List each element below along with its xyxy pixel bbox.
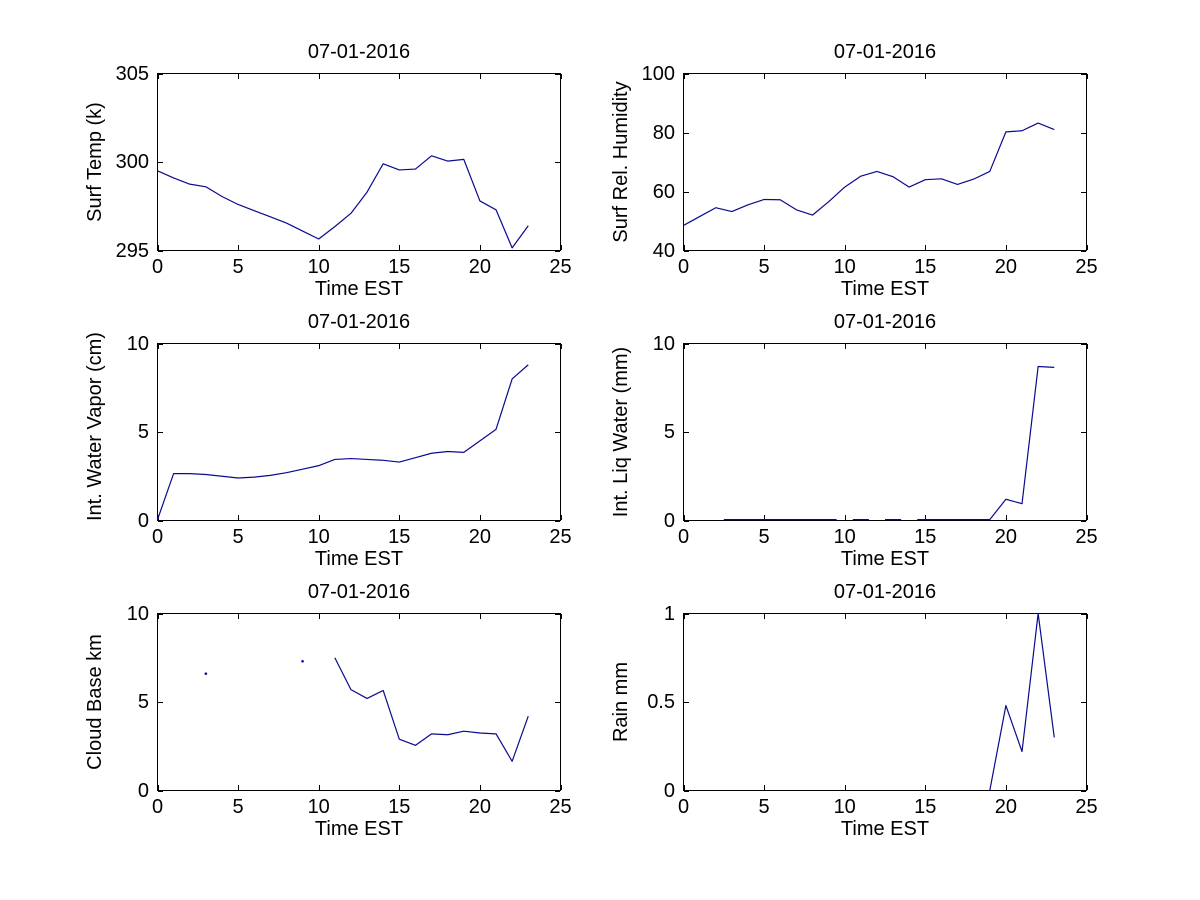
y-tick-label: 305 — [115, 62, 149, 85]
x-tick-label: 5 — [232, 526, 244, 548]
subplot-cloud-base: 07-01-2016 Cloud Base km Time EST 0 5 10 15… — [84, 581, 572, 840]
x-tick-label: 0 — [151, 526, 164, 548]
x-axis-label: Time EST — [840, 278, 930, 300]
x-tick-label: 0 — [677, 526, 690, 548]
x-tick-label: 15 — [388, 256, 411, 278]
y-tick-label: 0.5 — [647, 691, 675, 713]
y-tick-label: 60 — [652, 180, 675, 203]
y-tick-label: 10 — [652, 332, 675, 355]
x-tick-label: 25 — [549, 796, 572, 818]
x-tick-label: 20 — [468, 796, 492, 818]
x-tick-label: 5 — [758, 256, 770, 278]
plot-area — [683, 343, 1088, 522]
x-tick-label: 10 — [833, 256, 856, 278]
plot-title: 07-01-2016 — [833, 311, 937, 333]
x-tick-label: 0 — [677, 796, 690, 818]
x-tick-label: 5 — [232, 256, 244, 278]
axes-box — [157, 73, 561, 251]
x-tick-label: 15 — [914, 256, 937, 278]
axes-box — [683, 343, 1087, 521]
y-axis-label: Surf Rel. Humidity — [610, 81, 632, 243]
y-tick-label: 300 — [115, 151, 149, 173]
x-tick-label: 15 — [914, 796, 937, 818]
plot-title: 07-01-2016 — [833, 581, 937, 603]
x-tick-label: 25 — [1075, 256, 1098, 278]
data-line — [989, 612, 1055, 791]
data-point — [301, 659, 304, 663]
x-tick-label: 20 — [468, 526, 492, 548]
y-tick-label: 80 — [652, 121, 675, 144]
data-line — [917, 365, 1055, 521]
x-axis-label: Time EST — [314, 548, 404, 570]
subplot-int-liq-water: 07-01-2016 Int. Liq Water (mm) Time EST … — [610, 311, 1098, 570]
plot-title: 07-01-2016 — [833, 41, 937, 63]
y-tick-label: 5 — [137, 691, 149, 713]
subplot-surf-rel-humidity: 07-01-2016 Surf Rel. Humidity Time EST 0… — [610, 41, 1098, 300]
x-axis-label: Time EST — [840, 548, 930, 570]
plot-area — [157, 613, 562, 792]
data-line — [156, 364, 529, 520]
plot-title: 07-01-2016 — [307, 41, 411, 63]
y-tick-label: 295 — [115, 239, 149, 262]
subplot-rain: 07-01-2016 Rain mm Time EST 0 5 10 15 20 25 0 0… — [610, 581, 1098, 840]
x-tick-label: 10 — [307, 526, 330, 548]
y-tick-label: 5 — [663, 421, 675, 443]
y-tick-label: 40 — [652, 239, 675, 262]
x-tick-label: 5 — [758, 526, 770, 548]
x-tick-label: 10 — [307, 796, 330, 818]
plot-area — [157, 73, 562, 252]
y-tick-label: 10 — [126, 332, 149, 355]
axes-box — [157, 343, 561, 521]
x-tick-label: 0 — [151, 796, 164, 818]
x-tick-label: 20 — [468, 256, 492, 278]
axes-box — [157, 613, 561, 791]
x-tick-label: 10 — [833, 526, 856, 548]
plot-title: 07-01-2016 — [307, 311, 411, 333]
subplot-surf-temp: 07-01-2016 Surf Temp (k) Time EST 0 5 10 15… — [84, 41, 572, 300]
x-tick-label: 15 — [388, 796, 411, 818]
x-tick-label: 25 — [1075, 796, 1098, 818]
x-tick-label: 20 — [994, 256, 1018, 278]
plot-area — [156, 343, 562, 522]
plot-area — [683, 73, 1088, 252]
subplot-int-water-vapor: 07-01-2016 Int. Water Vapor (cm) Time ES… — [84, 311, 572, 570]
x-tick-label: 25 — [549, 526, 572, 548]
y-tick-label: 0 — [137, 509, 149, 532]
axes-box — [683, 613, 1087, 791]
x-tick-label: 10 — [833, 796, 856, 818]
data-line — [334, 657, 529, 762]
axes-box — [683, 73, 1087, 251]
data-point — [204, 672, 208, 675]
x-axis-label: Time EST — [314, 278, 404, 300]
x-tick-label: 15 — [914, 526, 937, 548]
y-tick-label: 5 — [137, 421, 149, 443]
x-tick-label: 0 — [677, 256, 690, 278]
y-tick-label: 1 — [663, 602, 675, 625]
x-tick-label: 5 — [758, 796, 770, 818]
x-tick-label: 10 — [307, 256, 330, 278]
y-tick-label: 0 — [663, 779, 675, 802]
y-tick-label: 10 — [126, 602, 149, 625]
y-tick-label: 0 — [663, 509, 675, 532]
plot-area — [683, 612, 1088, 792]
y-tick-label: 0 — [137, 779, 149, 802]
x-tick-label: 5 — [232, 796, 244, 818]
plot-title: 07-01-2016 — [307, 581, 411, 603]
y-tick-label: 100 — [641, 62, 675, 85]
x-tick-label: 20 — [994, 796, 1018, 818]
x-tick-label: 25 — [549, 256, 572, 278]
x-tick-label: 0 — [151, 256, 164, 278]
data-line — [683, 122, 1055, 226]
x-tick-label: 15 — [388, 526, 411, 548]
x-axis-label: Time EST — [840, 818, 930, 840]
x-tick-label: 20 — [994, 526, 1018, 548]
x-tick-label: 25 — [1075, 526, 1098, 548]
data-line — [157, 155, 529, 249]
x-axis-label: Time EST — [314, 818, 404, 840]
